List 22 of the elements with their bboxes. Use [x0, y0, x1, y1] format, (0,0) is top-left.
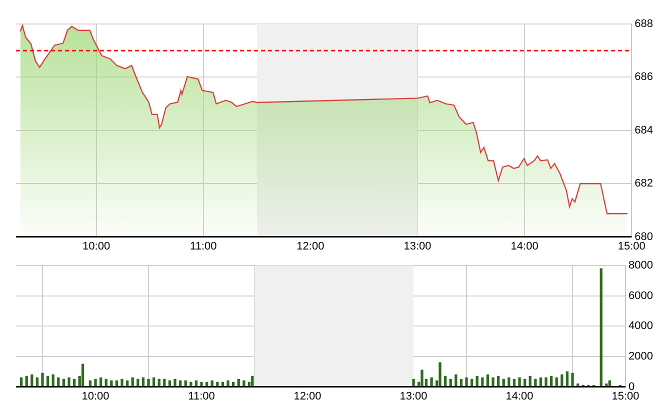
- x-tick-label: 12:00: [294, 390, 322, 402]
- x-tick-label: 13:00: [400, 390, 428, 402]
- y-tick-label: 0: [628, 380, 635, 393]
- x-tick-label: 14:00: [510, 240, 538, 252]
- y-tick-label: 684: [634, 124, 654, 136]
- y-tick-label: 682: [634, 178, 654, 190]
- x-tick-label: 15:00: [612, 390, 640, 402]
- y-tick-label: 680: [634, 230, 654, 243]
- y-tick-label: 2000: [628, 350, 654, 363]
- x-tick-label: 11:00: [188, 390, 215, 402]
- x-tick-label: 12:00: [296, 240, 324, 252]
- x-tick-label: 11:00: [190, 240, 217, 252]
- x-tick-label: 15:00: [618, 240, 646, 252]
- x-tick-label: 10:00: [82, 390, 110, 402]
- y-tick-label: 6000: [628, 290, 654, 302]
- y-tick-label: 8000: [628, 260, 654, 272]
- y-tick-label: 4000: [628, 320, 654, 332]
- y-tick-label: 686: [634, 71, 654, 84]
- x-tick-label: 10:00: [82, 240, 110, 252]
- y-tick-label: 688: [634, 18, 654, 30]
- x-tick-label: 14:00: [506, 390, 534, 402]
- x-tick-label: 13:00: [404, 240, 432, 252]
